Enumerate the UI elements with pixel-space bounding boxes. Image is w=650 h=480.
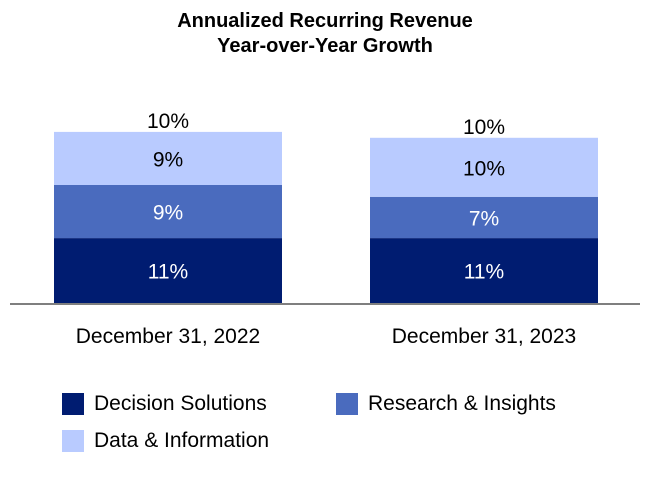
legend-item-data-information: Data & Information	[62, 429, 269, 453]
stacked-bar-chart: 11% 9% 9% 10% December 31, 2022 11% 7% 10% 10% De…	[10, 110, 640, 348]
data-label: 9%	[153, 202, 183, 225]
legend-label: Data & Information	[94, 429, 270, 452]
data-label: 9%	[153, 148, 183, 171]
data-label: 10%	[463, 157, 505, 180]
legend-item-research-insights: Research & Insights	[336, 392, 556, 416]
category-label: December 31, 2022	[76, 325, 260, 348]
total-label: 10%	[463, 116, 505, 139]
total-label: 10%	[147, 110, 189, 133]
bar-segment	[370, 137, 598, 197]
data-label: 11%	[464, 261, 504, 284]
data-label: 7%	[469, 207, 499, 230]
category-label: December 31, 2023	[392, 325, 576, 348]
legend-item-decision-solutions: Decision Solutions	[62, 392, 267, 416]
bar-segment	[54, 238, 282, 303]
bar-segment	[54, 185, 282, 239]
legend-swatch	[62, 393, 84, 415]
data-label: 11%	[148, 261, 188, 284]
bar-segment	[54, 131, 282, 185]
chart-title-line-1: Annualized Recurring Revenue	[177, 10, 473, 32]
legend-label: Research & Insights	[368, 392, 556, 415]
legend-swatch	[62, 430, 84, 452]
bar-segment	[370, 238, 598, 303]
legend-label: Decision Solutions	[94, 392, 267, 415]
bar-segment	[370, 196, 598, 239]
legend-swatch	[336, 393, 358, 415]
chart-title-line-2: Year-over-Year Growth	[217, 35, 433, 57]
